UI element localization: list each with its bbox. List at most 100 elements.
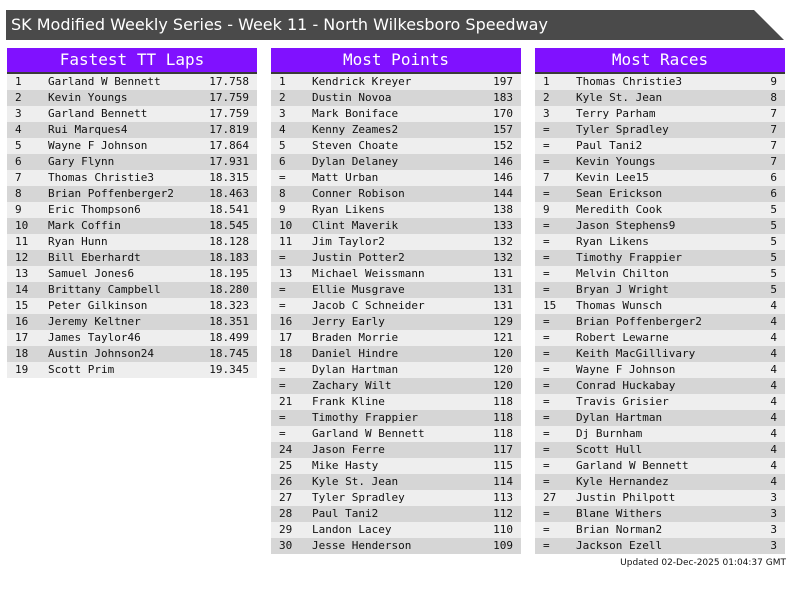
name-cell: Dustin Novoa xyxy=(312,91,392,104)
name-cell: Austin Johnson24 xyxy=(48,347,154,360)
rank-cell: 15 xyxy=(15,299,29,312)
table-row: 8 Brian Poffenberger2 18.463 xyxy=(7,186,257,202)
value-cell: 117 xyxy=(493,443,513,456)
value-cell: 17.931 xyxy=(209,155,249,168)
value-cell: 4 xyxy=(770,363,777,376)
rank-cell: 13 xyxy=(15,267,29,280)
table-row: 2 Dustin Novoa 183 xyxy=(271,90,521,106)
value-cell: 146 xyxy=(493,155,513,168)
value-cell: 157 xyxy=(493,123,513,136)
rank-cell: 1 xyxy=(279,75,286,88)
rank-cell: 2 xyxy=(279,91,286,104)
rank-cell: = xyxy=(543,187,550,200)
table-row: = Melvin Chilton 5 xyxy=(535,266,785,282)
name-cell: Brian Norman2 xyxy=(576,523,663,536)
rank-cell: 17 xyxy=(15,331,29,344)
name-cell: Ryan Hunn xyxy=(48,235,108,248)
name-cell: Jim Taylor2 xyxy=(312,235,385,248)
name-cell: Mike Hasty xyxy=(312,459,379,472)
table-row: 11 Jim Taylor2 132 xyxy=(271,234,521,250)
table-row: = Kevin Youngs 7 xyxy=(535,154,785,170)
table-row: 9 Ryan Likens 138 xyxy=(271,202,521,218)
name-cell: Braden Morrie xyxy=(312,331,399,344)
value-cell: 5 xyxy=(770,203,777,216)
value-cell: 6 xyxy=(770,187,777,200)
value-cell: 118 xyxy=(493,411,513,424)
table-row: = Ryan Likens 5 xyxy=(535,234,785,250)
table-row: 18 Austin Johnson24 18.745 xyxy=(7,346,257,362)
rank-cell: 7 xyxy=(543,171,550,184)
name-cell: Clint Maverik xyxy=(312,219,399,232)
table-row: = Jacob C Schneider 131 xyxy=(271,298,521,314)
table-row: 3 Garland Bennett 17.759 xyxy=(7,106,257,122)
value-cell: 7 xyxy=(770,107,777,120)
rank-cell: = xyxy=(543,539,550,552)
name-cell: Sean Erickson xyxy=(576,187,663,200)
table-row: 18 Daniel Hindre 120 xyxy=(271,346,521,362)
table-row: = Kyle Hernandez 4 xyxy=(535,474,785,490)
rank-cell: = xyxy=(543,219,550,232)
rank-cell: 9 xyxy=(279,203,286,216)
table-row: 5 Steven Choate 152 xyxy=(271,138,521,154)
value-cell: 5 xyxy=(770,267,777,280)
value-cell: 18.351 xyxy=(209,315,249,328)
rank-cell: 26 xyxy=(279,475,293,488)
value-cell: 17.759 xyxy=(209,107,249,120)
table-row: 19 Scott Prim 19.345 xyxy=(7,362,257,378)
table-row: = Garland W Bennett 118 xyxy=(271,426,521,442)
table-row: = Jason Stephens9 5 xyxy=(535,218,785,234)
value-cell: 133 xyxy=(493,219,513,232)
name-cell: Robert Lewarne xyxy=(576,331,669,344)
name-cell: Scott Prim xyxy=(48,363,115,376)
name-cell: Gary Flynn xyxy=(48,155,115,168)
name-cell: Jesse Henderson xyxy=(312,539,412,552)
rank-cell: 18 xyxy=(15,347,29,360)
value-cell: 4 xyxy=(770,299,777,312)
rank-cell: = xyxy=(543,475,550,488)
value-cell: 138 xyxy=(493,203,513,216)
rank-cell: 7 xyxy=(15,171,22,184)
value-cell: 5 xyxy=(770,283,777,296)
name-cell: Dylan Hartman xyxy=(312,363,399,376)
table-row: 28 Paul Tani2 112 xyxy=(271,506,521,522)
rank-cell: = xyxy=(543,427,550,440)
value-cell: 8 xyxy=(770,91,777,104)
value-cell: 18.280 xyxy=(209,283,249,296)
name-cell: Michael Weissmann xyxy=(312,267,425,280)
value-cell: 4 xyxy=(770,427,777,440)
rank-cell: = xyxy=(543,507,550,520)
value-cell: 18.499 xyxy=(209,331,249,344)
value-cell: 18.745 xyxy=(209,347,249,360)
value-cell: 5 xyxy=(770,251,777,264)
rank-cell: 12 xyxy=(15,251,29,264)
value-cell: 170 xyxy=(493,107,513,120)
table-row: = Timothy Frappier 118 xyxy=(271,410,521,426)
table-row: 15 Peter Gilkinson 18.323 xyxy=(7,298,257,314)
rank-cell: = xyxy=(279,283,286,296)
value-cell: 19.345 xyxy=(209,363,249,376)
value-cell: 4 xyxy=(770,411,777,424)
name-cell: Ryan Likens xyxy=(576,235,649,248)
value-cell: 18.323 xyxy=(209,299,249,312)
name-cell: Kyle St. Jean xyxy=(576,91,663,104)
value-cell: 131 xyxy=(493,299,513,312)
value-cell: 9 xyxy=(770,75,777,88)
table-row: = Dylan Hartman 120 xyxy=(271,362,521,378)
table-row: 3 Terry Parham 7 xyxy=(535,106,785,122)
rank-cell: = xyxy=(543,267,550,280)
table-row: = Travis Grisier 4 xyxy=(535,394,785,410)
name-cell: Bryan J Wright xyxy=(576,283,669,296)
rank-cell: 9 xyxy=(15,203,22,216)
table-row: 13 Michael Weissmann 131 xyxy=(271,266,521,282)
table-row: = Bryan J Wright 5 xyxy=(535,282,785,298)
rank-cell: 4 xyxy=(279,123,286,136)
name-cell: Kyle St. Jean xyxy=(312,475,399,488)
value-cell: 114 xyxy=(493,475,513,488)
table-row: 1 Kendrick Kreyer 197 xyxy=(271,74,521,90)
name-cell: Kevin Youngs xyxy=(576,155,656,168)
rank-cell: = xyxy=(279,251,286,264)
table-row: = Blane Withers 3 xyxy=(535,506,785,522)
name-cell: Kyle Hernandez xyxy=(576,475,669,488)
name-cell: Melvin Chilton xyxy=(576,267,669,280)
rank-cell: = xyxy=(279,171,286,184)
